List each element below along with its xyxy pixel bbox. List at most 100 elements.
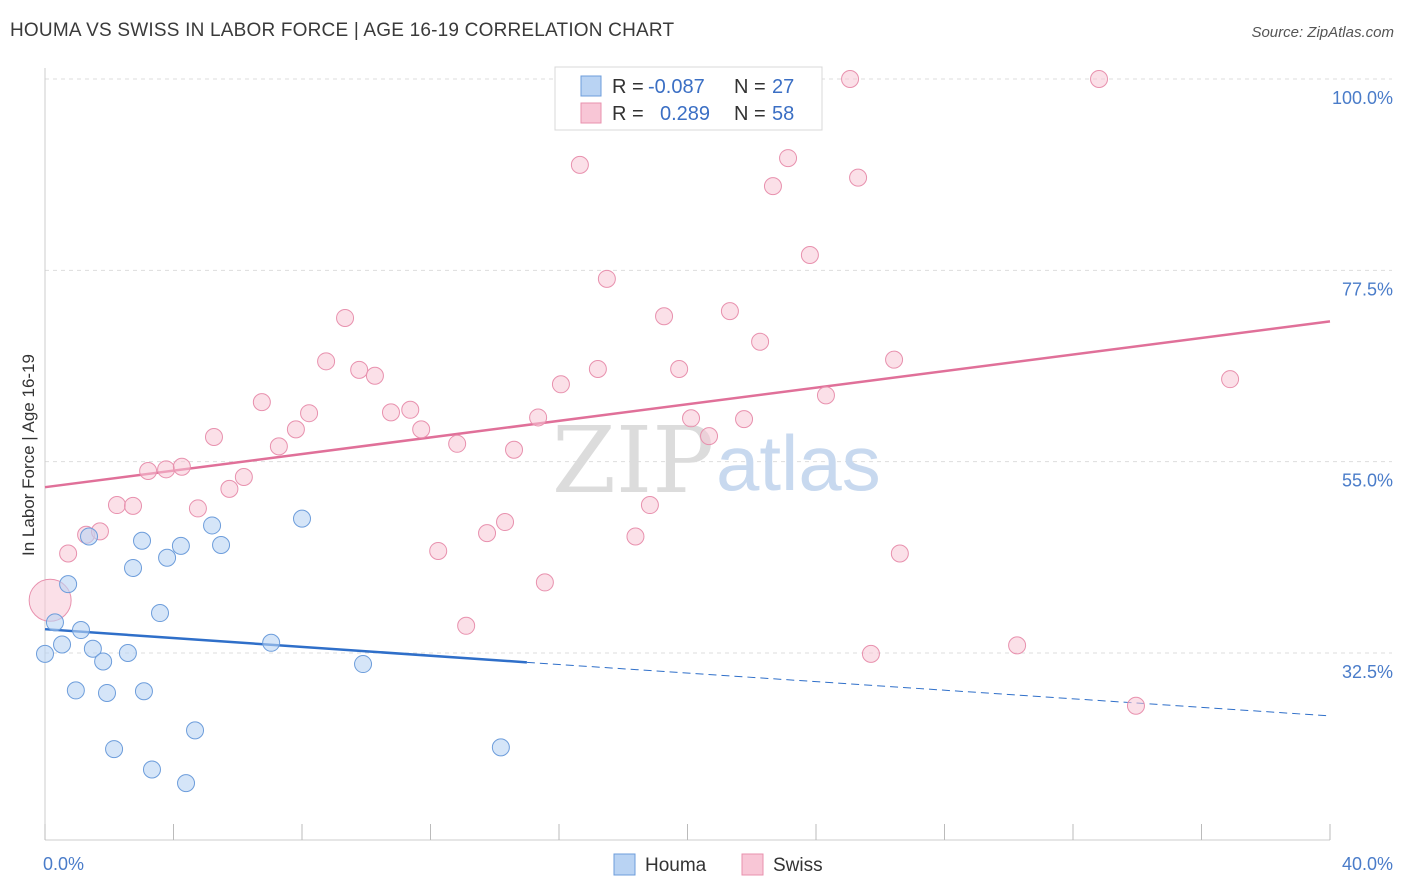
- axes: [44, 68, 1331, 841]
- swiss-point: [670, 359, 689, 378]
- houma-point: [105, 740, 124, 759]
- houma-point: [354, 655, 373, 674]
- swiss-point: [529, 408, 548, 427]
- swiss-point: [220, 479, 239, 498]
- y-tick-label: 55.0%: [1342, 471, 1393, 491]
- legend-swiss-n-label: N =: [734, 103, 766, 125]
- bottom-legend-houma-swatch: [613, 853, 636, 876]
- swiss-point: [700, 427, 719, 446]
- bottom-legend-houma-label: Houma: [645, 855, 707, 876]
- swiss-point: [735, 410, 754, 429]
- houma-point: [83, 639, 102, 658]
- swiss-point: [597, 269, 616, 288]
- swiss-point: [763, 177, 782, 196]
- legend-houma-n-value: 27: [772, 76, 794, 98]
- swiss-point: [124, 496, 143, 515]
- houma-point: [133, 531, 152, 550]
- series-legend: Houma Swiss: [613, 853, 823, 876]
- swiss-point: [448, 434, 467, 453]
- y-tick-labels: 32.5% 55.0% 77.5% 100.0%: [1332, 88, 1393, 682]
- stats-legend: R = -0.087 N = 27 R = 0.289 N = 58: [554, 66, 823, 131]
- swiss-point: [252, 393, 271, 412]
- houma-point: [186, 721, 205, 740]
- swiss-point: [1221, 370, 1240, 389]
- x-tick-labels: 0.0% 40.0%: [43, 854, 1393, 874]
- houma-point: [212, 536, 231, 555]
- swiss-point: [107, 496, 126, 515]
- watermark-atlas: atlas: [716, 419, 881, 507]
- legend-houma-n-label: N =: [734, 76, 766, 98]
- swiss-point: [234, 467, 253, 486]
- source-credit: Source: ZipAtlas.com: [1251, 24, 1394, 41]
- grid-lines: [45, 78, 1392, 654]
- swiss-point: [861, 644, 880, 663]
- houma-point: [94, 652, 113, 671]
- houma-point: [36, 644, 54, 663]
- swiss-point: [59, 544, 78, 563]
- swiss-point: [535, 573, 554, 592]
- swiss-point: [1008, 636, 1027, 655]
- x-tick-label: 0.0%: [43, 854, 84, 874]
- swiss-point: [300, 404, 319, 423]
- swiss-point: [849, 168, 868, 187]
- houma-point: [71, 621, 90, 640]
- swiss-point: [478, 524, 497, 543]
- bottom-legend-swiss-swatch: [741, 853, 764, 876]
- swiss-point: [381, 403, 400, 422]
- legend-swiss-n-value: 58: [772, 103, 794, 125]
- houma-point: [177, 774, 196, 793]
- swiss-point: [336, 308, 355, 327]
- houma-point: [293, 509, 311, 528]
- bottom-legend-swiss-label: Swiss: [773, 855, 823, 876]
- swiss-point: [890, 544, 909, 563]
- swiss-point: [505, 440, 524, 459]
- swiss-point: [286, 420, 305, 439]
- data-points: [28, 70, 1240, 793]
- swiss-point: [401, 400, 420, 419]
- houma-point: [80, 527, 99, 546]
- swiss-point: [139, 462, 158, 481]
- swiss-point: [885, 350, 904, 369]
- swiss-point: [365, 366, 384, 385]
- swiss-point: [188, 499, 207, 518]
- houma-trend-dashed: [526, 661, 1331, 717]
- swiss-point: [457, 616, 476, 635]
- swiss-point: [841, 70, 860, 88]
- y-axis-label: In Labor Force | Age 16-19: [19, 354, 38, 556]
- chart-title: HOUMA VS SWISS IN LABOR FORCE | AGE 16-1…: [10, 20, 675, 41]
- swiss-trend-line: [44, 320, 1331, 489]
- swiss-point: [570, 155, 589, 174]
- houma-point: [203, 516, 222, 535]
- swiss-point: [640, 496, 659, 515]
- swiss-point: [157, 460, 176, 479]
- legend-swiss-r-label: R =: [612, 103, 644, 125]
- swiss-point: [172, 457, 191, 476]
- y-tick-label: 32.5%: [1342, 662, 1393, 682]
- swiss-point: [269, 437, 288, 456]
- watermark: ZIP atlas: [552, 407, 881, 514]
- swiss-point: [1126, 696, 1145, 715]
- swiss-point: [655, 307, 674, 326]
- swiss-point: [751, 332, 770, 351]
- swiss-point: [412, 420, 431, 439]
- swiss-point: [317, 352, 336, 371]
- swiss-point: [204, 428, 223, 447]
- legend-swiss-r-value: 0.289: [660, 103, 710, 125]
- houma-point: [171, 536, 190, 555]
- houma-point: [66, 681, 85, 700]
- houma-point: [134, 682, 153, 701]
- houma-point: [151, 604, 170, 623]
- legend-houma-swatch: [580, 75, 602, 97]
- swiss-point: [496, 513, 515, 532]
- swiss-point: [816, 386, 835, 405]
- legend-houma-r-label: R =: [612, 76, 644, 98]
- houma-point: [59, 575, 78, 594]
- houma-trend-line: [44, 627, 527, 664]
- swiss-point: [551, 375, 570, 394]
- swiss-point: [626, 527, 645, 546]
- swiss-point: [429, 541, 448, 560]
- legend-houma-r-value: -0.087: [648, 76, 705, 98]
- swiss-point: [720, 302, 739, 321]
- houma-point: [45, 613, 64, 632]
- y-tick-label: 100.0%: [1332, 88, 1393, 108]
